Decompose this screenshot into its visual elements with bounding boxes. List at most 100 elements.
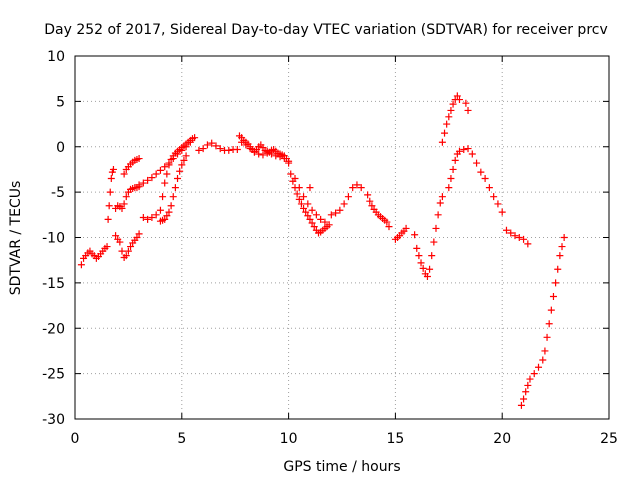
data-point xyxy=(203,141,211,149)
data-point xyxy=(106,188,114,196)
data-point xyxy=(517,401,525,409)
data-point xyxy=(443,120,451,128)
data-point xyxy=(295,195,303,203)
data-point xyxy=(554,265,562,273)
data-point xyxy=(524,240,532,248)
data-point xyxy=(122,193,130,201)
data-point xyxy=(169,193,177,201)
data-point xyxy=(520,395,528,403)
data-series-seg12 xyxy=(291,175,333,229)
data-point xyxy=(180,156,188,164)
data-point xyxy=(133,234,141,241)
data-point xyxy=(520,235,528,243)
data-series-seg11 xyxy=(287,170,331,237)
data-point xyxy=(148,214,156,222)
data-point xyxy=(383,218,391,226)
data-point xyxy=(139,214,147,222)
data-point xyxy=(195,146,203,154)
data-point xyxy=(135,155,143,163)
data-point xyxy=(385,223,393,231)
data-point xyxy=(287,170,295,178)
data-point xyxy=(327,211,335,219)
x-tick-label: 25 xyxy=(600,431,618,447)
data-point xyxy=(507,229,515,237)
data-point xyxy=(558,243,566,251)
y-tick-label: 0 xyxy=(56,140,65,156)
data-point xyxy=(297,200,305,208)
data-point xyxy=(300,204,308,212)
data-point xyxy=(103,243,111,251)
data-point xyxy=(522,388,530,396)
data-point xyxy=(545,320,553,328)
data-point xyxy=(415,252,423,260)
data-point xyxy=(468,150,476,158)
data-point xyxy=(530,370,538,378)
data-point xyxy=(109,165,117,173)
data-series-seg4 xyxy=(112,230,143,261)
data-point xyxy=(212,142,220,150)
data-point xyxy=(364,191,372,199)
data-point xyxy=(233,145,241,153)
data-point xyxy=(494,200,502,208)
data-point xyxy=(302,208,310,216)
data-point xyxy=(268,150,276,158)
data-series-seg10 xyxy=(238,138,293,167)
data-point xyxy=(159,193,167,201)
data-point xyxy=(428,252,436,260)
data-point xyxy=(438,138,446,146)
data-point xyxy=(306,184,314,192)
grid-layer xyxy=(75,56,609,419)
data-point xyxy=(163,170,171,178)
data-point xyxy=(118,204,126,212)
data-point xyxy=(332,209,340,217)
data-point xyxy=(552,279,560,287)
data-series-seg2 xyxy=(104,165,143,223)
data-point xyxy=(535,363,543,371)
data-point xyxy=(165,161,173,169)
data-point xyxy=(242,141,250,149)
data-series-seg17 xyxy=(438,92,472,146)
data-point xyxy=(116,238,124,246)
x-tick-label: 0 xyxy=(71,431,80,447)
data-point xyxy=(432,224,440,232)
data-point xyxy=(280,155,288,163)
data-point xyxy=(120,170,128,178)
data-point xyxy=(451,156,459,164)
data-point xyxy=(344,193,352,201)
data-series-seg8 xyxy=(195,139,241,154)
data-point xyxy=(156,166,164,174)
chart-title: Day 252 of 2017, Sidereal Day-to-day VTE… xyxy=(44,22,608,38)
y-tick-label: -25 xyxy=(42,367,65,383)
data-point xyxy=(340,200,348,208)
y-tick-label: -5 xyxy=(51,185,65,201)
data-point xyxy=(295,184,303,192)
data-point xyxy=(402,224,410,232)
data-point xyxy=(462,99,470,107)
data-point xyxy=(473,159,481,167)
data-point xyxy=(216,145,224,153)
data-point xyxy=(325,221,333,229)
data-point xyxy=(182,152,190,160)
data-point xyxy=(447,106,455,114)
data-point xyxy=(455,147,463,155)
data-point xyxy=(144,176,152,184)
data-point xyxy=(411,231,419,239)
data-point xyxy=(304,200,312,208)
data-series-seg16 xyxy=(413,193,446,281)
data-point xyxy=(321,218,329,226)
data-point xyxy=(124,247,132,255)
data-point xyxy=(165,208,173,216)
data-series-seg7 xyxy=(156,152,190,225)
data-point xyxy=(549,292,557,300)
data-point xyxy=(336,206,344,214)
data-series-seg9 xyxy=(235,132,293,165)
data-point xyxy=(502,226,510,234)
data-point xyxy=(541,347,549,355)
data-point xyxy=(127,243,135,251)
data-point xyxy=(77,261,85,269)
data-point xyxy=(455,96,463,104)
data-point xyxy=(255,150,263,158)
data-series-seg18 xyxy=(445,145,506,216)
data-point xyxy=(118,247,126,255)
data-series-seg13 xyxy=(306,181,365,219)
